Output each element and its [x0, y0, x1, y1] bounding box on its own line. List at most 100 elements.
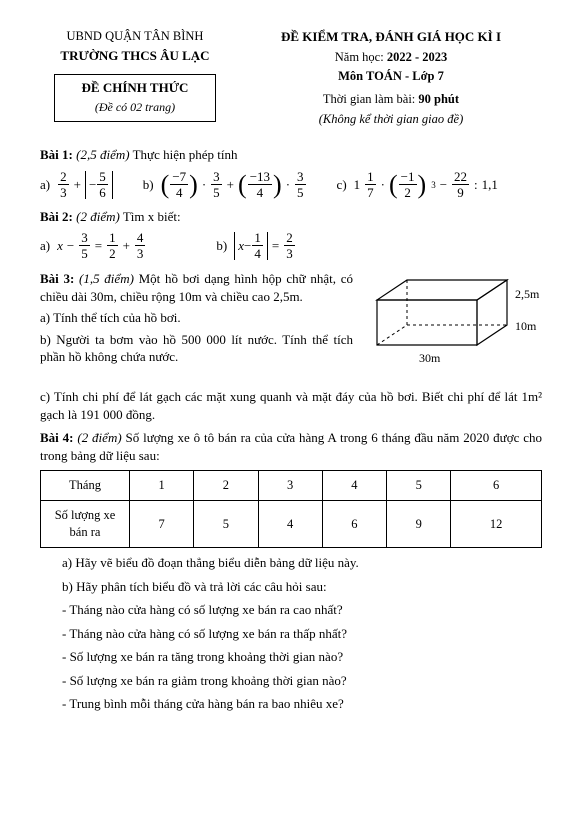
frac: −12 — [399, 170, 417, 199]
dim-h: 2,5m — [515, 287, 540, 301]
abs: − 56 — [85, 171, 113, 199]
colon: : — [474, 176, 478, 194]
bai2-row: a) x − 35 = 12 + 43 b) x − 14 = 23 — [40, 231, 542, 260]
minus: − — [89, 176, 96, 194]
bai2-points: (2 điểm) — [76, 209, 120, 224]
cell: 6 — [451, 471, 542, 501]
cell: 5 — [387, 471, 451, 501]
cell: 4 — [322, 471, 386, 501]
bai3-c: c) Tính chi phí để lát gạch các mặt xung… — [40, 388, 542, 423]
duration-prefix: Thời gian làm bài: — [323, 92, 418, 106]
table-row: Số lượng xe bán ra 7 5 4 6 9 12 — [41, 501, 542, 548]
bai4-b4: - Số lượng xe bán ra giảm trong khoảng t… — [62, 672, 542, 690]
bai1-c: c) 1 17 · −12 3 − 229 : 1,1 — [337, 170, 498, 200]
row1-label: Tháng — [41, 471, 130, 501]
duration-value: 90 phút — [418, 92, 459, 106]
bai2-title: Bài 2: (2 điểm) Tìm x biết: — [40, 208, 542, 226]
minus: − — [67, 237, 74, 255]
cell: 9 — [387, 501, 451, 548]
bai1-b-label: b) — [143, 176, 154, 194]
plus: + — [123, 237, 130, 255]
cell: 1 — [130, 471, 194, 501]
frac: −134 — [248, 170, 272, 199]
bai3-b: b) Người ta bơm vào hồ 500 000 lít nước.… — [40, 331, 353, 366]
header: UBND QUẬN TÂN BÌNH TRƯỜNG THCS ÂU LẠC ĐỀ… — [40, 28, 542, 128]
bai3-textcol: Bài 3: (1,5 điểm) Một hồ bơi dạng hình h… — [40, 270, 353, 366]
bai4-b: b) Hãy phân tích biểu đồ và trả lời các … — [62, 578, 542, 596]
bai4: Bài 4: (2 điểm) Số lượng xe ô tô bán ra … — [40, 429, 542, 713]
dot: · — [381, 176, 385, 194]
frac: 56 — [97, 170, 108, 199]
bai3-a: a) Tính thể tích của hồ bơi. — [40, 309, 353, 327]
cell: 2 — [194, 471, 258, 501]
minus: − — [440, 176, 447, 194]
frac: 43 — [135, 231, 146, 260]
exam-page: UBND QUẬN TÂN BÌNH TRƯỜNG THCS ÂU LẠC ĐỀ… — [0, 0, 574, 741]
box3d-figure: 2,5m 10m 30m — [367, 270, 542, 380]
bai1-row: a) 23 + − 56 b) −74 · 35 + −134 — [40, 170, 542, 200]
bai4-a: a) Hãy vẽ biểu đồ đoạn thẳng biểu diễn b… — [62, 554, 542, 572]
exam-title: ĐỀ KIỂM TRA, ĐÁNH GIÁ HỌC KÌ I — [240, 28, 542, 46]
bai2-label: Bài 2: — [40, 209, 73, 224]
bai1-text: Thực hiện phép tính — [133, 147, 238, 162]
bai3-label: Bài 3: — [40, 271, 74, 286]
dim-w: 10m — [515, 319, 537, 333]
frac: 35 — [79, 231, 90, 260]
bai4-b5: - Trung bình mỗi tháng cửa hàng bán ra b… — [62, 695, 542, 713]
bai3-points: (1,5 điểm) — [79, 271, 134, 286]
row2-label: Số lượng xe bán ra — [41, 501, 130, 548]
bai4-b3: - Số lượng xe bán ra tăng trong khoảng t… — [62, 648, 542, 666]
header-left: UBND QUẬN TÂN BÌNH TRƯỜNG THCS ÂU LẠC ĐỀ… — [40, 28, 230, 122]
bai1-b: b) −74 · 35 + −134 · 35 — [143, 170, 307, 200]
frac: 14 — [252, 231, 263, 260]
plus: + — [227, 176, 234, 194]
school-line: TRƯỜNG THCS ÂU LẠC — [40, 47, 230, 65]
bai1-points: (2,5 điểm) — [76, 147, 129, 162]
x: x — [57, 237, 63, 255]
cell: 12 — [451, 501, 542, 548]
duration-note: (Không kể thời gian giao đề) — [240, 111, 542, 128]
whole: 1 — [354, 176, 361, 194]
bai1-label: Bài 1: — [40, 147, 73, 162]
frac: 35 — [295, 170, 306, 199]
bai2-b-label: b) — [216, 237, 227, 255]
bai4-table: Tháng 1 2 3 4 5 6 Số lượng xe bán ra 7 5… — [40, 470, 542, 548]
bai3-intro: Bài 3: (1,5 điểm) Một hồ bơi dạng hình h… — [40, 270, 353, 305]
frac: 229 — [452, 170, 469, 199]
bai2-a-label: a) — [40, 237, 50, 255]
bai2: Bài 2: (2 điểm) Tìm x biết: a) x − 35 = … — [40, 208, 542, 261]
cell: 3 — [258, 471, 322, 501]
bai4-b2: - Tháng nào cửa hàng có số lượng xe bán … — [62, 625, 542, 643]
bai2-a: a) x − 35 = 12 + 43 — [40, 231, 146, 260]
minus: − — [244, 237, 251, 255]
abs: x − 14 — [234, 232, 268, 260]
paren: −12 — [389, 170, 426, 200]
bai1-title: Bài 1: (2,5 điểm) Thực hiện phép tính — [40, 146, 542, 164]
subject-line: Môn TOÁN - Lớp 7 — [240, 68, 542, 85]
frac: 35 — [211, 170, 222, 199]
eq: = — [95, 237, 102, 255]
cell: 7 — [130, 501, 194, 548]
frac: 23 — [58, 170, 69, 199]
official-box: ĐỀ CHÍNH THỨC (Đề có 02 trang) — [54, 74, 216, 122]
plus: + — [74, 176, 81, 194]
eq: = — [272, 237, 279, 255]
official-title: ĐỀ CHÍNH THỨC — [61, 79, 209, 97]
header-right: ĐỀ KIỂM TRA, ĐÁNH GIÁ HỌC KÌ I Năm học: … — [240, 28, 542, 128]
year-value: 2022 - 2023 — [387, 50, 447, 64]
bai3: Bài 3: (1,5 điểm) Một hồ bơi dạng hình h… — [40, 270, 542, 423]
year-prefix: Năm học: — [335, 50, 387, 64]
bai2-b: b) x − 14 = 23 — [216, 231, 295, 260]
duration-line: Thời gian làm bài: 90 phút — [240, 91, 542, 108]
bai1-c-label: c) — [337, 176, 347, 194]
bai4-points: (2 điểm) — [77, 430, 121, 445]
frac: 23 — [284, 231, 295, 260]
tail: 1,1 — [482, 176, 498, 194]
dot: · — [202, 176, 206, 194]
bai2-text: Tìm x biết: — [123, 209, 181, 224]
school-year: Năm học: 2022 - 2023 — [240, 49, 542, 66]
exponent: 3 — [431, 179, 436, 191]
official-pages: (Đề có 02 trang) — [61, 99, 209, 115]
cell: 6 — [322, 501, 386, 548]
bai4-title: Bài 4: (2 điểm) Số lượng xe ô tô bán ra … — [40, 429, 542, 464]
